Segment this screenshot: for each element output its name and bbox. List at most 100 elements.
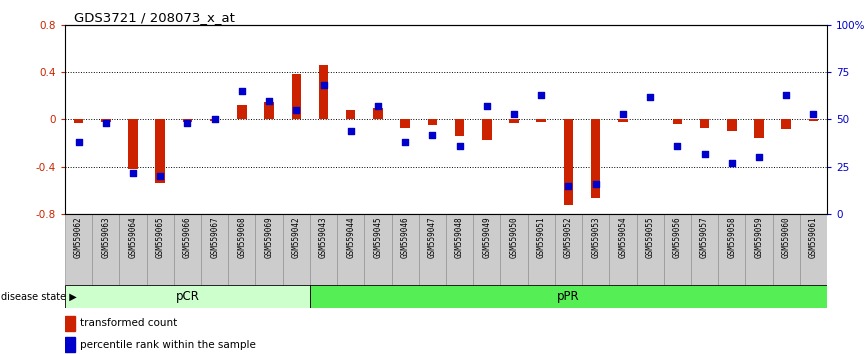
Point xyxy=(480,103,494,109)
Bar xyxy=(428,119,437,125)
Text: GSM559055: GSM559055 xyxy=(646,216,655,258)
Text: GSM559068: GSM559068 xyxy=(237,216,246,258)
Bar xyxy=(65,285,310,308)
Text: GSM559048: GSM559048 xyxy=(456,216,464,258)
Point xyxy=(289,107,303,113)
Bar xyxy=(292,74,301,119)
Point xyxy=(153,173,167,179)
Text: GSM559056: GSM559056 xyxy=(673,216,682,258)
Bar xyxy=(419,214,446,285)
Point xyxy=(616,111,630,116)
Bar xyxy=(610,214,637,285)
Text: GSM559060: GSM559060 xyxy=(782,216,791,258)
Bar xyxy=(482,119,492,139)
Point xyxy=(262,98,276,103)
Point xyxy=(752,154,766,160)
Text: GSM559051: GSM559051 xyxy=(537,216,546,258)
Text: GSM559043: GSM559043 xyxy=(319,216,328,258)
Bar xyxy=(346,110,355,119)
Bar xyxy=(310,285,827,308)
Point xyxy=(317,82,331,88)
Bar xyxy=(201,214,229,285)
Bar xyxy=(527,214,555,285)
Point xyxy=(235,88,249,94)
Point xyxy=(208,116,222,122)
Text: GSM559063: GSM559063 xyxy=(101,216,110,258)
Text: percentile rank within the sample: percentile rank within the sample xyxy=(81,339,256,350)
Bar xyxy=(65,214,92,285)
Text: GSM559049: GSM559049 xyxy=(482,216,491,258)
Bar xyxy=(128,119,138,169)
Bar xyxy=(555,214,582,285)
Text: GSM559050: GSM559050 xyxy=(509,216,519,258)
Point xyxy=(453,143,467,149)
Bar xyxy=(536,119,546,122)
Point xyxy=(779,92,793,98)
Bar xyxy=(800,214,827,285)
Text: GSM559057: GSM559057 xyxy=(700,216,709,258)
Bar xyxy=(101,119,111,122)
Bar xyxy=(455,119,464,136)
Bar xyxy=(663,214,691,285)
Point xyxy=(534,92,548,98)
Text: GSM559065: GSM559065 xyxy=(156,216,165,258)
Text: GSM559053: GSM559053 xyxy=(591,216,600,258)
Point xyxy=(126,170,140,175)
Text: pCR: pCR xyxy=(176,290,199,303)
Point xyxy=(698,151,712,156)
Bar xyxy=(210,119,219,121)
Bar xyxy=(582,214,610,285)
Point xyxy=(725,160,739,166)
Text: GSM559052: GSM559052 xyxy=(564,216,573,258)
Bar xyxy=(229,214,255,285)
Bar xyxy=(319,65,328,119)
Text: GSM559061: GSM559061 xyxy=(809,216,818,258)
Bar xyxy=(120,214,146,285)
Bar xyxy=(156,119,165,183)
Bar xyxy=(727,119,736,131)
Text: GDS3721 / 208073_x_at: GDS3721 / 208073_x_at xyxy=(74,11,235,24)
Bar xyxy=(337,214,365,285)
Text: GSM559045: GSM559045 xyxy=(373,216,383,258)
Bar xyxy=(65,337,74,352)
Text: GSM559058: GSM559058 xyxy=(727,216,736,258)
Text: GSM559059: GSM559059 xyxy=(754,216,764,258)
Point xyxy=(561,183,575,189)
Point xyxy=(670,143,684,149)
Bar xyxy=(509,119,519,123)
Text: GSM559044: GSM559044 xyxy=(346,216,355,258)
Point xyxy=(589,181,603,187)
Bar xyxy=(282,214,310,285)
Bar xyxy=(65,316,74,331)
Bar xyxy=(691,214,718,285)
Point xyxy=(344,128,358,134)
Bar xyxy=(74,119,83,123)
Bar xyxy=(564,119,573,205)
Bar xyxy=(718,214,746,285)
Text: GSM559062: GSM559062 xyxy=(74,216,83,258)
Bar xyxy=(174,214,201,285)
Text: GSM559064: GSM559064 xyxy=(128,216,138,258)
Point xyxy=(806,111,820,116)
Bar xyxy=(591,119,600,198)
Text: GSM559047: GSM559047 xyxy=(428,216,436,258)
Point xyxy=(371,103,385,109)
Text: GSM559069: GSM559069 xyxy=(265,216,274,258)
Bar xyxy=(501,214,527,285)
Bar xyxy=(400,119,410,128)
Point xyxy=(398,139,412,145)
Bar xyxy=(754,119,764,138)
Point xyxy=(507,111,521,116)
Bar xyxy=(781,119,791,129)
Point xyxy=(643,94,657,99)
Point xyxy=(99,120,113,126)
Text: GSM559066: GSM559066 xyxy=(183,216,192,258)
Text: transformed count: transformed count xyxy=(81,318,178,329)
Bar xyxy=(700,119,709,128)
Bar xyxy=(473,214,501,285)
Bar xyxy=(373,108,383,119)
Text: GSM559042: GSM559042 xyxy=(292,216,301,258)
Bar xyxy=(183,119,192,122)
Bar xyxy=(637,214,663,285)
Bar xyxy=(310,214,337,285)
